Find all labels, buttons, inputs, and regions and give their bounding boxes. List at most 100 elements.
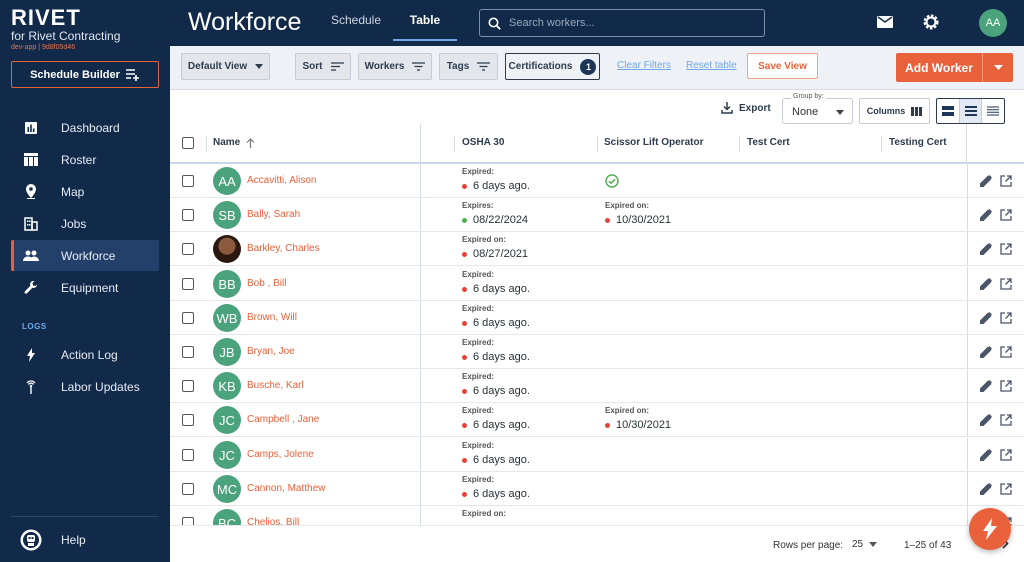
edit-pencil-icon[interactable] [980, 277, 992, 290]
open-in-new-icon[interactable] [1000, 277, 1012, 290]
row-checkbox[interactable] [182, 414, 194, 426]
density-compact-button[interactable] [982, 99, 1004, 123]
open-in-new-icon[interactable] [1000, 242, 1012, 255]
worker-name-link[interactable]: Camps, Jolene [247, 449, 314, 460]
columns-button[interactable]: Columns [859, 98, 930, 124]
worker-name-link[interactable]: Busche, Karl [247, 380, 304, 391]
sidebar-item-labor-updates[interactable]: Labor Updates [11, 371, 159, 402]
edit-pencil-icon[interactable] [980, 311, 992, 324]
row-checkbox[interactable] [182, 175, 194, 187]
search-input[interactable] [509, 17, 749, 29]
export-button[interactable]: Export [721, 102, 771, 114]
row-checkbox[interactable] [182, 483, 194, 495]
table-row[interactable]: BB Bob , Bill Expired: 6 days ago. [170, 267, 967, 301]
open-in-new-icon[interactable] [1000, 379, 1012, 392]
column-header-scissor-lift[interactable]: Scissor Lift Operator [604, 137, 704, 148]
table-row[interactable]: JC Campbell , Jane Expired: 6 days ago. E… [170, 403, 967, 437]
table-row[interactable]: Barkley, Charles Expired on: 08/27/2021 [170, 232, 967, 266]
edit-pencil-icon[interactable] [980, 242, 992, 255]
row-checkbox[interactable] [182, 380, 194, 392]
open-in-new-icon[interactable] [1000, 345, 1012, 358]
edit-pencil-icon[interactable] [980, 448, 992, 461]
schedule-builder-button[interactable]: Schedule Builder [11, 61, 159, 88]
sort-button[interactable]: Sort [295, 53, 351, 80]
row-checkbox[interactable] [182, 243, 194, 255]
sidebar-item-help[interactable]: Help [11, 528, 159, 552]
edit-pencil-icon[interactable] [980, 413, 992, 426]
table-row[interactable]: JB Bryan, Joe Expired: 6 days ago. [170, 335, 967, 369]
row-checkbox[interactable] [182, 312, 194, 324]
add-worker-button[interactable]: Add Worker [905, 60, 973, 75]
sidebar-item-dashboard[interactable]: Dashboard [11, 112, 159, 143]
sidebar-item-workforce[interactable]: Workforce [11, 240, 159, 271]
worker-name-link[interactable]: Brown, Will [247, 312, 298, 323]
column-header-test-cert[interactable]: Test Cert [747, 137, 790, 148]
cert-date: 08/22/2024 [473, 214, 529, 226]
worker-name-link[interactable]: Bob , Bill [247, 278, 287, 289]
sidebar-item-equipment[interactable]: Equipment [11, 272, 159, 303]
osha-30-cell: Expired: 6 days ago. [462, 270, 530, 297]
open-in-new-icon[interactable] [1000, 208, 1012, 221]
edit-pencil-icon[interactable] [980, 379, 992, 392]
sidebar-item-map[interactable]: Map [11, 176, 159, 207]
column-header-testing-cert[interactable]: Testing Cert [889, 137, 947, 148]
mail-icon[interactable] [877, 16, 893, 31]
edit-pencil-icon[interactable] [980, 482, 992, 495]
cert-date: 10/30/2021 [616, 214, 672, 226]
group-by-select[interactable]: Group by: None [782, 93, 853, 124]
density-toggle [936, 98, 1005, 124]
row-checkbox[interactable] [182, 278, 194, 290]
reset-table-link[interactable]: Reset table [686, 60, 737, 71]
worker-name-link[interactable]: Cannon, Matthew [247, 483, 326, 494]
rows-per-page-select[interactable]: 25 [852, 539, 878, 550]
add-worker-dropdown[interactable] [983, 65, 1013, 70]
quick-action-bolt-button[interactable] [969, 508, 1011, 550]
default-view-select[interactable]: Default View [181, 53, 270, 80]
user-avatar[interactable]: AA [979, 9, 1007, 37]
open-in-new-icon[interactable] [1000, 413, 1012, 426]
density-standard-button[interactable] [959, 99, 983, 123]
sidebar-item-jobs[interactable]: Jobs [11, 208, 159, 239]
table-row[interactable]: MC Cannon, Matthew Expired: 6 days ago. [170, 472, 967, 506]
worker-name-link[interactable]: Accavitti, Alison [247, 175, 317, 186]
sidebar-item-roster[interactable]: Roster [11, 144, 159, 175]
row-checkbox[interactable] [182, 209, 194, 221]
worker-name-link[interactable]: Barkley, Charles [247, 243, 320, 254]
worker-name-link[interactable]: Bally, Sarah [247, 209, 301, 220]
certifications-filter-button[interactable]: Certifications 1 [505, 53, 600, 80]
open-in-new-icon[interactable] [1000, 311, 1012, 324]
cert-status-value: 08/27/2021 [462, 246, 528, 262]
table-row[interactable]: JC Camps, Jolene Expired: 6 days ago. [170, 438, 967, 472]
row-checkbox[interactable] [182, 449, 194, 461]
table-row[interactable]: AA Accavitti, Alison Expired: 6 days ago. [170, 164, 967, 198]
open-in-new-icon[interactable] [1000, 174, 1012, 187]
brand-logo: RIVET [11, 5, 81, 30]
sidebar-item-action-log[interactable]: Action Log [11, 339, 159, 370]
workforce-icon [11, 250, 51, 262]
select-all-checkbox[interactable] [182, 137, 194, 149]
tags-filter-button[interactable]: Tags [439, 53, 498, 80]
tab-schedule[interactable]: Schedule [330, 13, 382, 27]
tab-table[interactable]: Table [393, 0, 457, 41]
table-row[interactable]: KB Busche, Karl Expired: 6 days ago. [170, 369, 967, 403]
edit-pencil-icon[interactable] [980, 174, 992, 187]
column-header-osha-30[interactable]: OSHA 30 [462, 137, 505, 148]
open-in-new-icon[interactable] [1000, 482, 1012, 495]
density-comfortable-button[interactable] [937, 99, 960, 123]
certifications-filter-label: Certifications [508, 61, 573, 72]
table-row[interactable]: SB Bally, Sarah Expires: 08/22/2024 Expir… [170, 198, 967, 232]
column-header-name[interactable]: Name [213, 137, 255, 148]
workers-filter-button[interactable]: Workers [358, 53, 432, 80]
worker-name-link[interactable]: Bryan, Joe [247, 346, 295, 357]
worker-name-link[interactable]: Chelios, Bill [247, 517, 300, 528]
open-in-new-icon[interactable] [1000, 448, 1012, 461]
row-checkbox[interactable] [182, 346, 194, 358]
gear-icon[interactable] [922, 13, 940, 34]
clear-filters-link[interactable]: Clear Filters [617, 60, 671, 71]
worker-name-link[interactable]: Campbell , Jane [247, 414, 320, 425]
cert-date: 08/27/2021 [473, 248, 529, 260]
edit-pencil-icon[interactable] [980, 208, 992, 221]
table-row[interactable]: WB Brown, Will Expired: 6 days ago. [170, 301, 967, 335]
edit-pencil-icon[interactable] [980, 345, 992, 358]
save-view-button[interactable]: Save View [747, 53, 818, 79]
